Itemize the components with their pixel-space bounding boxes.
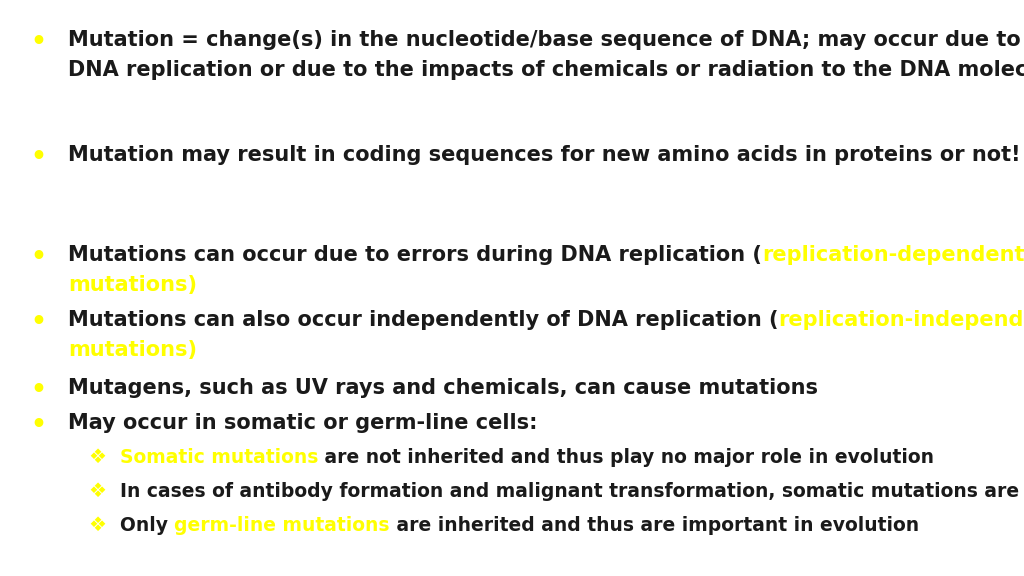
Text: replication-independent: replication-independent xyxy=(778,310,1024,330)
Text: Somatic mutations: Somatic mutations xyxy=(120,448,318,467)
Text: Mutation = change(s) in the nucleotide/base sequence of DNA; may occur due to er: Mutation = change(s) in the nucleotide/b… xyxy=(68,30,1024,50)
Text: In cases of antibody formation and malignant transformation, somatic mutations a: In cases of antibody formation and malig… xyxy=(120,482,1024,501)
Text: are not inherited and thus play no major role in evolution: are not inherited and thus play no major… xyxy=(318,448,934,467)
Text: May occur in somatic or germ-line cells:: May occur in somatic or germ-line cells: xyxy=(68,413,538,433)
Text: •: • xyxy=(30,245,46,269)
Text: Only: Only xyxy=(120,516,174,535)
Text: ❖: ❖ xyxy=(88,482,106,501)
Text: replication-dependent: replication-dependent xyxy=(762,245,1024,265)
Text: •: • xyxy=(30,30,46,54)
Text: mutations): mutations) xyxy=(68,275,197,295)
Text: •: • xyxy=(30,145,46,169)
Text: germ-line mutations: germ-line mutations xyxy=(174,516,390,535)
Text: •: • xyxy=(30,413,46,437)
Text: ❖: ❖ xyxy=(88,516,106,535)
Text: Mutations can also occur independently of DNA replication (: Mutations can also occur independently o… xyxy=(68,310,778,330)
Text: are inherited and thus are important in evolution: are inherited and thus are important in … xyxy=(390,516,920,535)
Text: ❖: ❖ xyxy=(88,448,106,467)
Text: •: • xyxy=(30,378,46,402)
Text: Mutation may result in coding sequences for new amino acids in proteins or not!: Mutation may result in coding sequences … xyxy=(68,145,1021,165)
Text: mutations): mutations) xyxy=(68,340,197,360)
Text: Mutagens, such as UV rays and chemicals, can cause mutations: Mutagens, such as UV rays and chemicals,… xyxy=(68,378,818,398)
Text: •: • xyxy=(30,310,46,334)
Text: DNA replication or due to the impacts of chemicals or radiation to the DNA molec: DNA replication or due to the impacts of… xyxy=(68,60,1024,80)
Text: Mutations can occur due to errors during DNA replication (: Mutations can occur due to errors during… xyxy=(68,245,762,265)
